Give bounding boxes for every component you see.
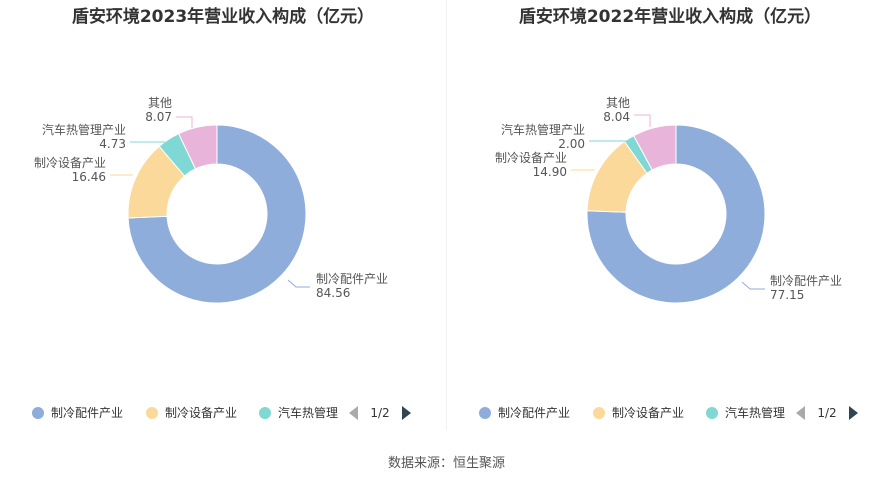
leader-line-3 [634, 114, 651, 127]
slice-value-1: 14.90 [533, 165, 567, 179]
legend-marker-2[interactable] [706, 407, 718, 419]
leader-line-0 [287, 279, 310, 288]
legend-marker-1[interactable] [146, 407, 158, 419]
legend-item-1[interactable]: 制冷设备产业 [612, 406, 684, 420]
chart-svg-0: 盾安环境2023年营业收入构成（亿元）制冷配件产业84.56制冷设备产业16.4… [32, 6, 411, 420]
donut-slice-0[interactable] [127, 124, 307, 304]
slice-label-3: 其他 [148, 96, 172, 110]
slice-value-3: 8.07 [145, 110, 172, 124]
chart-svg-1: 盾安环境2022年营业收入构成（亿元）制冷配件产业77.15制冷设备产业14.9… [479, 6, 858, 420]
legend-item-2[interactable]: 汽车热管理 [725, 405, 785, 420]
legend-marker-0[interactable] [479, 407, 491, 419]
legend-next-page-icon[interactable] [402, 406, 411, 420]
leader-line-0 [741, 281, 765, 290]
slice-label-2: 汽车热管理产业 [42, 122, 126, 137]
data-source-note: 数据来源：恒生聚源 [387, 456, 505, 471]
chart-title: 盾安环境2022年营业收入构成（亿元） [519, 6, 821, 27]
legend-item-2[interactable]: 汽车热管理 [278, 405, 338, 420]
slice-value-2: 4.73 [99, 137, 126, 151]
legend-marker-0[interactable] [32, 407, 44, 419]
slice-value-1: 16.46 [72, 170, 106, 184]
slice-label-2: 汽车热管理产业 [501, 122, 585, 137]
slice-label-1: 制冷设备产业 [34, 156, 106, 170]
slice-value-0: 84.56 [316, 286, 350, 300]
legend-item-0[interactable]: 制冷配件产业 [51, 406, 123, 420]
chart-legend: 制冷配件产业 制冷设备产业 汽车热管理 1/2 [32, 405, 411, 420]
revenue-chart-2023: 盾安环境2023年营业收入构成（亿元） 制冷配件产业 84.56 制冷设备产业 16.4… [0, 0, 446, 481]
legend-item-1[interactable]: 制冷设备产业 [165, 406, 237, 420]
donut-slice-0[interactable] [586, 124, 766, 304]
legend-prev-page-icon[interactable] [349, 406, 358, 420]
legend-marker-2[interactable] [259, 407, 271, 419]
slice-value-0: 77.15 [770, 288, 804, 302]
slice-label-0: 制冷配件产业 [316, 272, 388, 286]
slice-value-3: 8.04 [603, 110, 630, 124]
legend-prev-page-icon[interactable] [796, 406, 805, 420]
chart-title: 盾安环境2023年营业收入构成（亿元） [72, 6, 374, 27]
donut-slice-3[interactable] [633, 124, 677, 171]
chart-legend: 制冷配件产业 制冷设备产业 汽车热管理 1/2 [479, 405, 858, 420]
panel-divider [446, 0, 447, 430]
revenue-chart-2022: 盾安环境2022年营业收入构成（亿元） 制冷配件产业 77.15 制冷设备产业 14.9… [447, 0, 893, 481]
slice-label-3: 其他 [606, 96, 630, 110]
legend-page-indicator: 1/2 [370, 406, 389, 420]
legend-item-0[interactable]: 制冷配件产业 [498, 406, 570, 420]
leader-line-3 [176, 116, 193, 128]
slice-label-1: 制冷设备产业 [495, 151, 567, 165]
donut-slice-3[interactable] [177, 124, 218, 170]
slice-value-2: 2.00 [558, 137, 585, 151]
legend-next-page-icon[interactable] [849, 406, 858, 420]
legend-page-indicator: 1/2 [817, 406, 836, 420]
slice-label-0: 制冷配件产业 [770, 274, 842, 288]
legend-marker-1[interactable] [593, 407, 605, 419]
